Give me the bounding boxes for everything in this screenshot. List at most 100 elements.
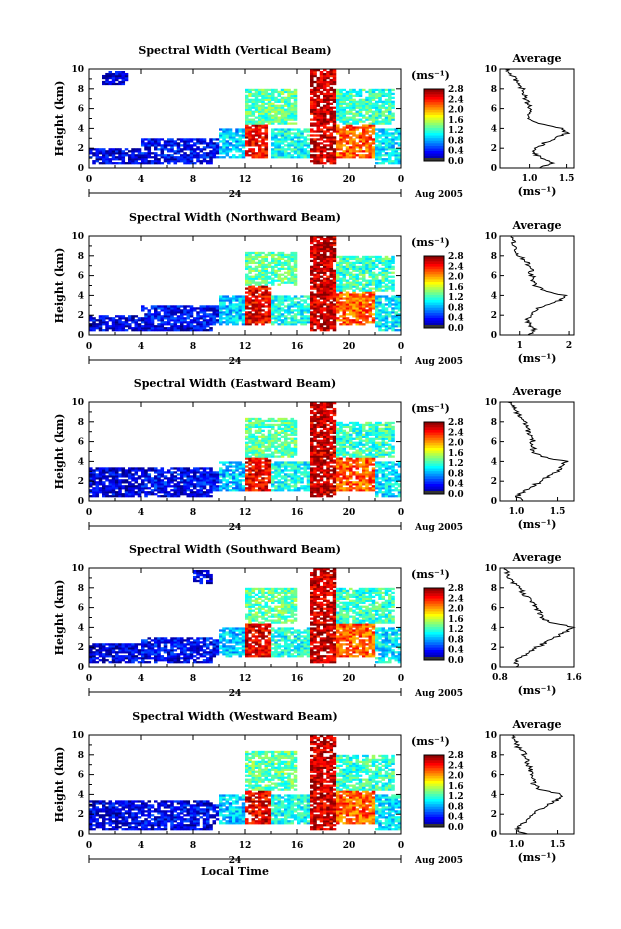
heatmap-cell bbox=[358, 134, 363, 137]
heatmap-cell bbox=[313, 158, 317, 161]
heatmap-cell bbox=[150, 162, 155, 165]
heatmap-cell bbox=[167, 313, 171, 316]
heatmap-cell bbox=[196, 315, 200, 318]
heatmap-cell bbox=[245, 323, 249, 326]
heatmap-cell bbox=[313, 116, 317, 119]
heatmap-cell bbox=[355, 100, 360, 103]
heatmap-cell bbox=[297, 461, 301, 464]
heatmap-cell bbox=[202, 311, 207, 314]
heatmap-cell bbox=[375, 162, 379, 165]
heatmap-cell bbox=[271, 423, 275, 427]
heatmap-cell bbox=[199, 477, 204, 480]
heatmap-cell bbox=[248, 126, 252, 129]
heatmap-cell bbox=[219, 301, 223, 304]
heatmap-cell bbox=[371, 295, 376, 298]
heatmap-cell bbox=[365, 259, 369, 263]
heatmap-cell bbox=[284, 449, 288, 452]
heatmap-cell bbox=[232, 319, 236, 322]
heatmap-cell bbox=[228, 138, 233, 141]
heatmap-cell bbox=[339, 257, 343, 261]
heatmap-cell bbox=[202, 471, 207, 474]
heatmap-cell bbox=[241, 136, 246, 139]
heatmap-cell bbox=[287, 303, 291, 306]
heatmap-cell bbox=[277, 142, 282, 145]
heatmap-cell bbox=[245, 140, 249, 143]
heatmap-cell bbox=[277, 487, 282, 490]
heatmap-cell bbox=[277, 417, 282, 421]
heatmap-cell bbox=[232, 321, 236, 324]
heatmap-cell bbox=[277, 112, 282, 115]
heatmap-cell bbox=[384, 315, 389, 318]
heatmap-cell bbox=[248, 150, 252, 153]
heatmap-cell bbox=[349, 122, 353, 125]
heatmap-cell bbox=[280, 295, 285, 298]
heatmap-cell bbox=[241, 299, 246, 302]
heatmap-cell bbox=[254, 128, 259, 131]
heatmap-cell bbox=[176, 329, 181, 332]
heatmap-cell bbox=[339, 301, 343, 304]
heatmap-cell bbox=[160, 307, 165, 310]
heatmap-cell bbox=[352, 140, 356, 143]
heatmap-cell bbox=[336, 154, 340, 157]
heatmap-cell bbox=[323, 329, 327, 332]
heatmap-cell bbox=[245, 473, 249, 476]
heatmap-cell bbox=[326, 263, 330, 266]
heatmap-cell bbox=[115, 327, 119, 330]
heatmap-cell bbox=[254, 417, 259, 421]
heatmap-cell bbox=[384, 327, 389, 330]
heatmap-cell bbox=[121, 329, 126, 332]
heatmap-cell bbox=[111, 491, 116, 494]
heatmap-cell bbox=[313, 148, 317, 151]
heatmap-cell bbox=[365, 291, 369, 294]
heatmap-cell bbox=[163, 329, 168, 332]
heatmap-cell bbox=[339, 146, 343, 149]
heatmap-cell bbox=[277, 257, 282, 261]
heatmap-cell bbox=[128, 477, 132, 480]
heatmap-cell bbox=[147, 156, 152, 159]
heatmap-cell bbox=[238, 467, 243, 470]
heatmap-cell bbox=[293, 156, 298, 159]
heatmap-cell bbox=[111, 321, 116, 324]
heatmap-cell bbox=[284, 132, 288, 135]
heatmap-cell bbox=[342, 259, 347, 263]
heatmap-cell bbox=[319, 120, 324, 123]
heatmap-cell bbox=[196, 317, 200, 320]
heatmap-cell bbox=[381, 102, 386, 105]
heatmap-cell bbox=[332, 128, 337, 131]
heatmap-cell bbox=[358, 110, 363, 113]
heatmap-cell bbox=[222, 461, 226, 464]
heatmap-cell bbox=[381, 150, 386, 153]
heatmap-cell bbox=[345, 118, 350, 121]
heatmap-cell bbox=[245, 299, 249, 302]
heatmap-cell bbox=[254, 138, 259, 141]
heatmap-cell bbox=[277, 146, 282, 149]
heatmap-cell bbox=[251, 439, 256, 442]
heatmap-cell bbox=[388, 259, 392, 263]
heatmap-cell bbox=[336, 287, 340, 290]
heatmap-cell bbox=[326, 315, 330, 318]
heatmap-cell bbox=[332, 152, 337, 155]
heatmap-cell bbox=[206, 489, 210, 492]
heatmap-cell bbox=[248, 94, 252, 98]
heatmap-cell bbox=[251, 285, 256, 288]
heatmap-cell bbox=[199, 475, 204, 478]
heatmap-cell bbox=[196, 471, 200, 474]
heatmap-cell bbox=[290, 102, 295, 105]
heatmap-cell bbox=[313, 313, 317, 316]
heatmap-cell bbox=[206, 483, 210, 486]
heatmap-cell bbox=[206, 156, 210, 159]
heatmap-cell bbox=[180, 475, 184, 478]
heatmap-cell bbox=[124, 162, 129, 165]
heatmap-cell bbox=[180, 315, 184, 318]
heatmap-cell bbox=[375, 273, 379, 276]
heatmap-cell bbox=[124, 493, 129, 496]
heatmap-cell bbox=[290, 96, 295, 99]
heatmap-cell bbox=[248, 423, 252, 427]
panel-title: Spectral Width (Eastward Beam) bbox=[134, 377, 336, 390]
heatmap-cell bbox=[267, 319, 272, 322]
heatmap-cell bbox=[206, 319, 210, 322]
heatmap-cell bbox=[248, 279, 252, 282]
heatmap-cell bbox=[313, 255, 317, 259]
heatmap-cell bbox=[199, 325, 204, 328]
